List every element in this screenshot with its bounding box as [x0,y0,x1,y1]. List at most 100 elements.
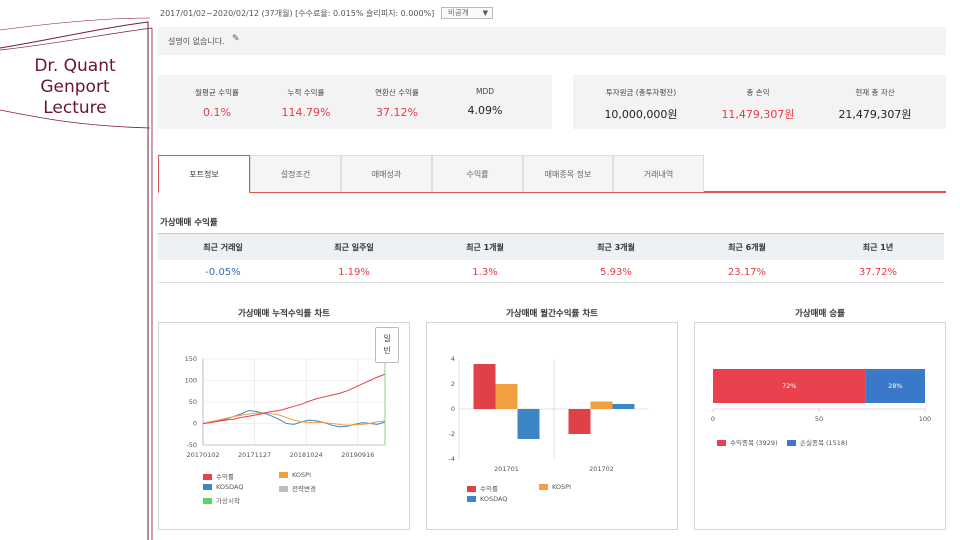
tab-settings[interactable]: 설정조건 [250,155,341,192]
y-tick-label: 2 [451,380,455,388]
column-header: 최근 1년 [862,243,894,252]
visibility-select[interactable]: 비공개 ▼ [441,7,493,19]
bar [495,384,518,409]
legend-item: KOSDAQ [467,495,508,503]
column-header: 최근 6개월 [728,243,766,252]
stat-value: 114.79% [281,106,331,119]
bar [590,401,613,409]
x-tick-label: 20181024 [290,451,323,459]
pencil-icon[interactable]: ✎ [232,34,240,44]
toggle-label: 일 [383,334,391,343]
simulation-returns-table: 최근 거래일 최근 일주일 최근 1개월 최근 3개월 최근 6개월 최근 1년… [158,233,944,283]
stat-label: 연환산 수익률 [375,88,419,97]
table-cell: 5.93% [600,267,632,278]
y-tick-label: 0 [193,420,197,428]
table-cell: 37.72% [858,267,898,278]
bar-segment [713,369,866,403]
lecture-title-line: Lecture [43,98,107,118]
bar [612,404,635,409]
legend-label: 수익률 [480,485,498,493]
section-title: 가상매매 수익률 [160,218,218,228]
stat-principal: 투자원금 (총투자평잔) 10,000,000원 [591,87,691,122]
cumulative-return-panel: 일 빈 150 100 50 0 -50 20170102 20171127 20181024… [158,322,410,530]
stat-mdd: MDD 4.09% [450,87,520,117]
visibility-select-value: 비공개 [448,8,469,17]
lecture-title: Dr. Quant Genport Lecture [20,56,130,119]
series-line [202,412,386,426]
legend-item: KOSDAQ [203,483,244,491]
y-tick-label: -50 [186,441,197,449]
lecture-title-line: Genport [40,77,110,97]
legend-item: KOSPI [539,483,571,491]
bar [517,409,540,439]
series-line [202,373,386,424]
y-tick-label: 150 [185,355,197,363]
chart-title: 가상매매 월간수익률 차트 [506,309,598,319]
y-tick-label: 0 [451,405,455,413]
table-cell: 23.17% [727,267,767,278]
legend-item: 수익률 [467,483,498,493]
table-header [158,234,944,260]
bar [568,409,591,434]
tab-stock-info[interactable]: 매매종목 정보 [523,155,613,192]
win-rate-panel: 72% 28% 0 50 100 수익종목 (3929) 손실종목 (1518) [694,322,946,530]
stat-value: 37.12% [376,106,418,119]
x-tick-label: 0 [711,415,715,423]
stat-label: 월평균 수익률 [195,88,239,97]
legend-label: KOSPI [552,483,571,491]
legend-item: KOSPI [279,471,311,479]
legend-label: 전략변경 [292,485,316,493]
legend-swatch [539,484,548,490]
legend-item: 손실종목 (1518) [787,437,848,447]
y-tick-label: 50 [189,398,197,406]
asset-summary: 투자원금 (총투자평잔) 10,000,000원 총 손익 11,479,307… [573,75,946,129]
legend-swatch [717,440,726,446]
stat-monthly-return: 월평균 수익률 0.1% [182,87,252,119]
stat-value: 0.1% [203,106,231,119]
stat-label: 투자원금 (총투자평잔) [605,88,677,97]
stat-label: 총 손익 [746,88,770,97]
x-tick-label: 20190916 [341,451,374,459]
legend-swatch [467,486,476,492]
y-tick-label: 4 [451,355,455,363]
stat-label: 현재 총 자산 [855,88,895,97]
return-summary: 월평균 수익률 0.1% 누적 수익률 114.79% 연환산 수익률 37.1… [158,75,552,129]
x-tick-label: 201702 [589,465,614,473]
x-tick-label: 20170102 [186,451,219,459]
period-toggle-button[interactable]: 일 빈 [375,327,399,363]
legend-item: 수익률 [203,471,234,481]
cumulative-return-chart: 150 100 50 0 -50 20170102 20171127 20181024 2019… [185,355,386,459]
y-tick-label: -4 [449,455,455,463]
legend-label: KOSDAQ [216,483,244,491]
x-tick-label: 50 [815,415,823,423]
stat-annual-return: 연환산 수익률 37.12% [362,87,432,119]
y-tick-label: -2 [449,430,455,438]
monthly-return-panel: 4 2 0 -2 -4 201701 201702 수익률 KOSPI KOSDAQ [426,322,678,530]
bar-label: 72% [782,382,796,390]
column-header: 최근 일주일 [334,243,374,252]
legend-swatch [279,486,288,492]
legend-swatch [203,484,212,490]
toggle-label: 빈 [383,346,391,355]
tab-trade-history[interactable]: 거래내역 [613,155,704,192]
description-box: 설명이 없습니다. ✎ [158,27,946,55]
table-cell: 1.3% [472,267,498,278]
legend-swatch [203,474,212,480]
stat-value: 10,000,000원 [604,108,678,121]
portfolio-page: 2017/01/02~2020/02/12 (37개월) [수수료율: 0.01… [158,0,946,540]
table-cell: 1.19% [338,267,370,278]
legend-item: 수익종목 (3929) [717,437,778,447]
legend-item: 가상시작 [203,495,240,505]
tab-returns[interactable]: 수익률 [432,155,523,192]
x-tick-label: 201701 [494,465,519,473]
lecture-title-line: Dr. Quant [34,56,116,76]
bar-segment [865,369,925,403]
monthly-return-chart: 4 2 0 -2 -4 201701 201702 [449,355,649,473]
tab-trade-performance[interactable]: 매매성과 [341,155,432,192]
description-text: 설명이 없습니다. [168,37,225,46]
legend-swatch [787,440,796,446]
table-cell: -0.05% [205,267,241,278]
tab-portfolio-info[interactable]: 포트정보 [158,155,250,194]
stat-value: 11,479,307원 [721,108,795,121]
legend-swatch [279,472,288,478]
